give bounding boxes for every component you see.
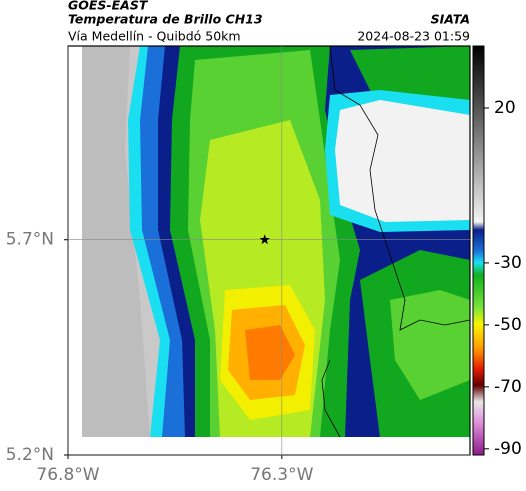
satellite-image [82,46,470,437]
source: GOES-EAST [68,0,149,13]
timestamp: 2024-08-23 01:59 [357,29,470,44]
organization: SIATA [431,12,470,27]
product: Temperatura de Brillo CH13 [68,12,263,27]
x-tick-label: 76.8°W [36,465,99,485]
colorbar-tick-label: -50 [494,315,522,335]
x-tick-label: 76.3°W [250,465,313,485]
location-marker [259,234,270,245]
colorbar [472,45,485,456]
colorbar-tick-label: 20 [494,98,516,118]
colorbar-tick-label: -90 [494,439,522,459]
colorbar-tick-label: -30 [494,253,522,273]
y-tick-label: 5.2°N [6,445,54,465]
region: Vía Medellín - Quibdó 50km [68,29,241,44]
y-tick-label: 5.7°N [6,230,54,250]
colorbar-tick-label: -70 [494,377,522,397]
